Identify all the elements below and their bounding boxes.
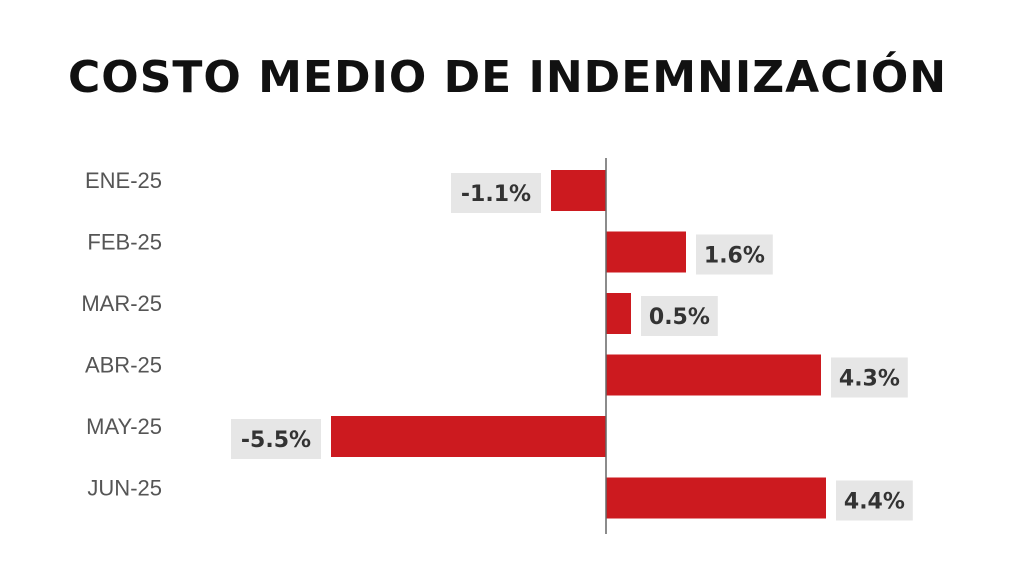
value-label: -5.5% (241, 428, 311, 453)
category-label: MAR-25 (81, 291, 162, 316)
value-label-background (641, 296, 718, 336)
category-label: FEB-25 (87, 230, 162, 255)
value-label-background (231, 419, 321, 459)
value-label: 4.3% (839, 367, 900, 392)
value-label: -1.1% (461, 182, 531, 207)
bar (606, 293, 631, 334)
value-label-background (696, 234, 773, 275)
category-label: MAY-25 (86, 414, 162, 439)
bar (331, 416, 606, 457)
value-label-background (836, 480, 913, 521)
bar (606, 231, 686, 273)
bar (606, 477, 826, 519)
bar (606, 354, 821, 396)
bars-layer: ENE-25 -1.1% FEB-25 1.6% MAR-25 0.5% ABR-25 4.3… (81, 168, 913, 521)
value-label: 4.4% (844, 490, 905, 515)
category-label: JUN-25 (87, 476, 162, 501)
value-label-background (831, 357, 908, 398)
value-label: 1.6% (704, 244, 765, 269)
category-label: ENE-25 (85, 168, 162, 193)
value-label-background (451, 173, 541, 213)
bar (551, 170, 606, 211)
value-label: 0.5% (649, 305, 710, 330)
category-label: ABR-25 (85, 353, 162, 378)
chart-title: COSTO MEDIO DE INDEMNIZACIÓN (68, 52, 948, 103)
